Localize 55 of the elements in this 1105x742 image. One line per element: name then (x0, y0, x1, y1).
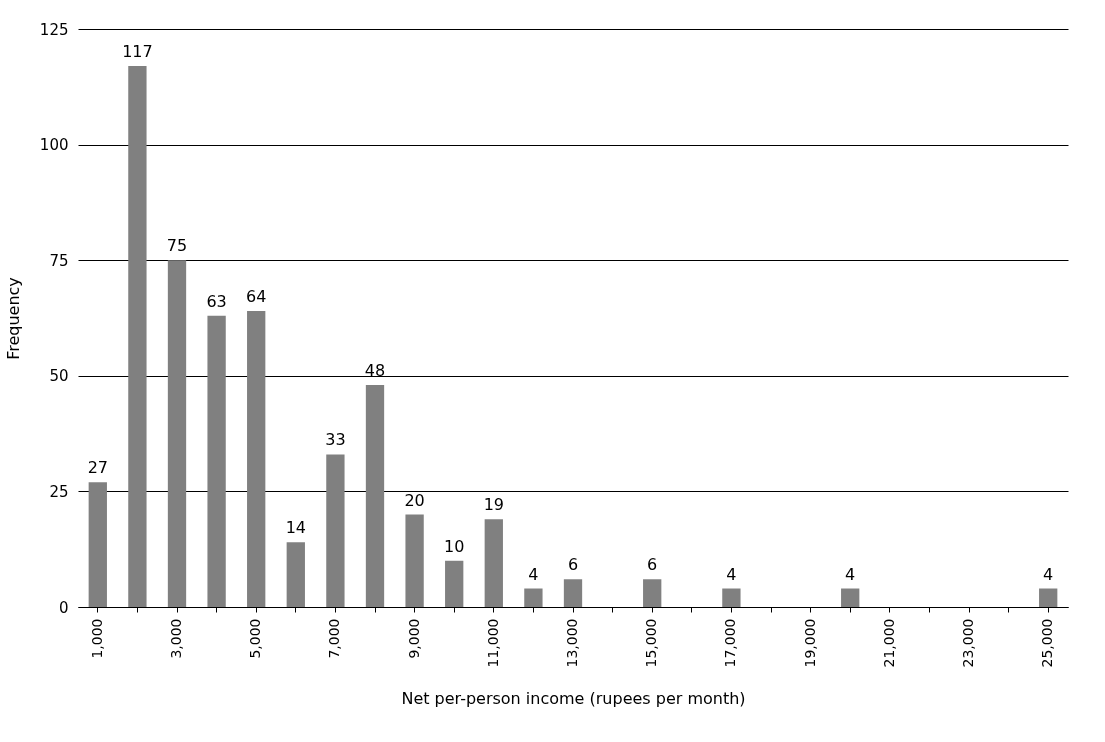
x-tick-label: 7,000 (326, 618, 343, 659)
data-label: 64 (246, 287, 267, 307)
bar (247, 311, 266, 607)
bar (88, 482, 107, 607)
x-tick-label: 23,000 (960, 618, 976, 668)
bar (484, 519, 503, 607)
x-axis-title: Net per-person income (rupees per month) (401, 689, 746, 709)
data-label: 48 (364, 361, 386, 381)
x-tick-label: 1,000 (88, 618, 105, 659)
y-tick-label: 125 (39, 20, 69, 39)
data-label: 20 (404, 490, 425, 510)
bar (643, 579, 662, 607)
bar (1039, 588, 1058, 607)
y-tick-label: 100 (39, 136, 69, 155)
y-axis-title: Frequency (3, 277, 23, 360)
data-label: 4 (1043, 564, 1054, 584)
x-tick-label: 9,000 (405, 618, 422, 659)
x-tick-label: 17,000 (722, 618, 739, 668)
bar (286, 542, 305, 607)
x-tick-label: 3,000 (168, 618, 184, 659)
data-label: 117 (122, 41, 153, 61)
data-label: 6 (567, 555, 579, 575)
data-label: 63 (206, 291, 227, 311)
y-tick-label: 0 (58, 598, 69, 617)
bar (563, 579, 583, 607)
bar (841, 588, 860, 607)
y-tick-label: 25 (49, 482, 69, 501)
data-label: 10 (444, 536, 465, 556)
bar (445, 560, 464, 607)
bar (167, 260, 187, 607)
data-label: 75 (166, 236, 188, 256)
data-label: 27 (87, 458, 108, 478)
x-tick-label: 15,000 (643, 618, 660, 668)
bar (524, 588, 543, 607)
data-label: 19 (483, 495, 504, 515)
bar (128, 65, 147, 607)
data-label: 33 (325, 430, 346, 450)
x-tick-label: 21,000 (880, 618, 897, 668)
x-tick-label: 19,000 (801, 618, 818, 668)
bar (365, 385, 385, 607)
data-label: 4 (726, 564, 737, 584)
bar (722, 588, 741, 607)
data-label: 6 (647, 555, 658, 575)
bar (405, 514, 424, 607)
y-tick-label: 75 (49, 251, 69, 270)
x-tick-label: 11,000 (484, 618, 501, 668)
x-tick-label: 25,000 (1039, 618, 1056, 668)
data-label: 4 (845, 564, 856, 584)
data-label: 14 (285, 518, 306, 538)
x-tick-label: 13,000 (564, 618, 580, 668)
x-tick-label: 5,000 (247, 618, 264, 659)
bar (326, 454, 345, 607)
data-label: 4 (528, 564, 539, 584)
bar (207, 315, 226, 607)
y-tick-label: 50 (49, 367, 69, 386)
